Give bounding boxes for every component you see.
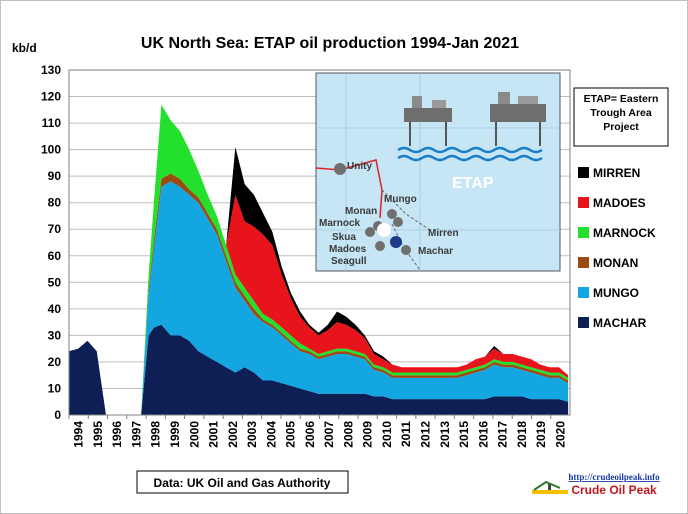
map-label-skua: Skua bbox=[332, 232, 356, 243]
legend-swatch-monan bbox=[578, 257, 589, 268]
legend-label-machar: MACHAR bbox=[593, 316, 647, 330]
map-label-etap: ETAP bbox=[452, 175, 494, 192]
field-marker-mungo bbox=[387, 209, 397, 219]
series-area-marnock bbox=[69, 104, 569, 415]
y-tick-label: 30 bbox=[48, 328, 62, 342]
y-tick-labels: 0 10 20 30 40 50 60 70 80 90 100 110 120 130 bbox=[41, 63, 61, 422]
y-tick-label: 0 bbox=[54, 408, 61, 422]
x-tick-labels: 1994 1995 1996 1997 1998 1999 2000 2001 2002 2003… bbox=[68, 415, 567, 448]
map-label-seagull: Seagull bbox=[331, 256, 367, 267]
legend-swatch-marnock bbox=[578, 227, 589, 238]
series-area-madoes bbox=[69, 104, 569, 415]
field-marker-madoes bbox=[375, 241, 385, 251]
y-tick-label: 70 bbox=[48, 222, 62, 236]
field-marker-machar bbox=[401, 245, 411, 255]
credit-url[interactable]: http://crudeoilpeak.info bbox=[568, 472, 660, 482]
etap-definition-wrap: ETAP= Eastern Trough Area Project bbox=[583, 93, 659, 133]
x-tick-label: 1995 bbox=[91, 421, 105, 448]
legend-label-mungo: MUNGO bbox=[593, 286, 639, 300]
etap-definition-text: ETAP= Eastern Trough Area Project bbox=[583, 93, 659, 133]
sea-wave bbox=[397, 146, 543, 154]
platform-icon bbox=[404, 96, 452, 146]
legend-label-marnock: MARNOCK bbox=[593, 226, 656, 240]
x-tick-label: 1994 bbox=[72, 421, 86, 448]
map-label-unity: Unity bbox=[347, 161, 372, 172]
y-tick-label: 50 bbox=[48, 275, 62, 289]
x-tick-label: 2004 bbox=[264, 421, 278, 448]
y-tick-label: 90 bbox=[48, 169, 62, 183]
x-tick-label: 2001 bbox=[207, 421, 221, 448]
x-tick-label: 2016 bbox=[476, 421, 490, 448]
x-tick-label: 1997 bbox=[129, 421, 143, 448]
legend: MIRREN MADOES MARNOCK MONAN MUNGO MACHAR bbox=[578, 166, 656, 330]
x-tick-label: 2003 bbox=[245, 421, 259, 448]
sea-wave bbox=[397, 154, 543, 162]
x-tick-label: 1999 bbox=[168, 421, 182, 448]
x-tick-label: 2013 bbox=[438, 421, 452, 448]
x-tick-label: 2015 bbox=[457, 421, 471, 448]
x-tick-label: 2009 bbox=[361, 421, 375, 448]
map-label-mirren: Mirren bbox=[428, 228, 459, 239]
x-tick-label: 2006 bbox=[303, 421, 317, 448]
x-tick-label: 2011 bbox=[399, 421, 413, 447]
x-tick-label: 2007 bbox=[322, 421, 336, 448]
field-marker-etap bbox=[377, 223, 391, 237]
map-label-monan: Monan bbox=[345, 206, 377, 217]
legend-swatch-madoes bbox=[578, 197, 589, 208]
credit-name: Crude Oil Peak bbox=[571, 483, 657, 497]
x-tick-label: 1998 bbox=[149, 421, 163, 448]
y-tick-label: 40 bbox=[48, 302, 62, 316]
legend-label-madoes: MADOES bbox=[593, 196, 646, 210]
y-tick-label: 80 bbox=[48, 196, 62, 210]
y-tick-label: 60 bbox=[48, 249, 62, 263]
legend-swatch-mirren bbox=[578, 167, 589, 178]
x-tick-label: 1996 bbox=[110, 421, 124, 448]
inset-map: ETAP Unity Mungo Monan Marnock Skua Mado… bbox=[315, 72, 561, 272]
legend-label-monan: MONAN bbox=[593, 256, 638, 270]
series-areas bbox=[69, 104, 569, 415]
legend-swatch-mungo bbox=[578, 287, 589, 298]
x-tick-label: 2017 bbox=[496, 421, 510, 448]
x-tick-label: 2018 bbox=[515, 421, 529, 448]
map-label-marnock: Marnock bbox=[319, 218, 361, 229]
y-tick-label: 130 bbox=[41, 63, 61, 77]
x-tick-label: 2005 bbox=[284, 421, 298, 448]
y-axis-label: kb/d bbox=[12, 41, 37, 55]
y-tick-label: 100 bbox=[41, 143, 61, 157]
series-area-machar bbox=[69, 324, 569, 415]
legend-swatch-machar bbox=[578, 317, 589, 328]
x-tick-label: 2002 bbox=[226, 421, 240, 448]
pipeline bbox=[315, 159, 383, 219]
etap-definition-box bbox=[573, 87, 669, 147]
map-label-machar: Machar bbox=[418, 246, 453, 257]
plot-border bbox=[68, 69, 571, 416]
x-tick-label: 2010 bbox=[380, 421, 394, 448]
field-marker-unity bbox=[334, 163, 346, 175]
map-label-mungo: Mungo bbox=[384, 194, 417, 205]
field-marker-monan bbox=[393, 217, 403, 227]
legend-label-mirren: MIRREN bbox=[593, 166, 640, 180]
pipeline bbox=[381, 189, 431, 231]
x-tick-label: 2019 bbox=[534, 421, 548, 448]
x-tick-label: 2020 bbox=[553, 421, 567, 448]
field-marker-skua bbox=[365, 227, 375, 237]
field-marker-mirren bbox=[390, 236, 402, 248]
chart-title: UK North Sea: ETAP oil production 1994-J… bbox=[141, 35, 519, 52]
y-tick-label: 20 bbox=[48, 355, 62, 369]
y-tick-label: 120 bbox=[41, 90, 61, 104]
map-label-madoes: Madoes bbox=[329, 244, 367, 255]
y-tick-label: 110 bbox=[42, 116, 62, 130]
x-tick-label: 2008 bbox=[341, 421, 355, 448]
x-tick-label: 2000 bbox=[187, 421, 201, 448]
platform-icon bbox=[490, 92, 546, 146]
y-tick-label: 10 bbox=[48, 381, 62, 395]
data-source-text: Data: UK Oil and Gas Authority bbox=[154, 476, 331, 490]
oil-pump-logo-icon bbox=[532, 480, 568, 494]
series-area-mungo bbox=[69, 181, 569, 415]
x-tick-label: 2012 bbox=[418, 421, 432, 448]
data-source-box bbox=[136, 470, 349, 494]
